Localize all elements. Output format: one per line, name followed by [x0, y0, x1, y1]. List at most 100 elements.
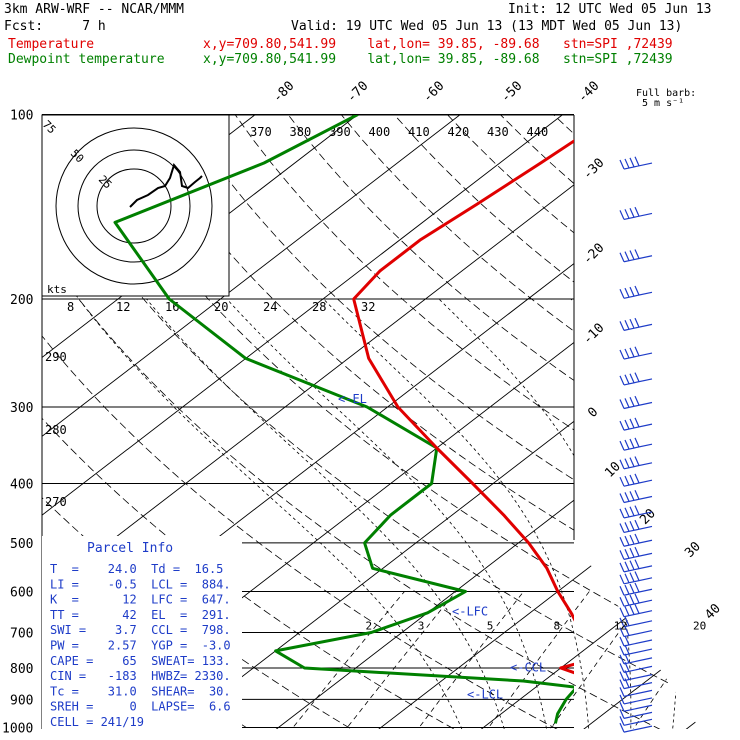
temperature-tick-label: -30	[580, 156, 607, 183]
wind-barb-flag	[634, 395, 640, 406]
mixing-ratio-line	[409, 591, 525, 729]
pressure-label: 400	[10, 478, 33, 493]
isotherm	[671, 115, 700, 729]
wind-barb-flag	[624, 320, 630, 330]
wind-barb-flag	[619, 702, 625, 712]
theta-label: 440	[527, 125, 549, 139]
wind-barb-flag	[619, 159, 625, 170]
theta-label: 380	[290, 125, 312, 139]
isotherm	[42, 115, 581, 729]
moist-adiabat	[226, 298, 549, 729]
isotherm	[363, 115, 700, 729]
dewpoint-profile-line	[113, 115, 574, 724]
temperature-tick-label: 30	[682, 539, 704, 561]
temperature-legend-label: Temperature	[8, 37, 95, 52]
wind-barb-flag	[619, 550, 625, 560]
wind-barb-flag	[634, 559, 640, 569]
wind-barb-flag	[629, 457, 635, 467]
wind-barb-flag	[619, 440, 625, 451]
temperature-tick-label: 0	[585, 405, 601, 421]
hodograph-x-label: 12	[116, 300, 130, 314]
mixing-ratio-label: 20	[693, 620, 706, 633]
lfc-annotation: <-LFC	[452, 605, 488, 619]
moist-adiabat	[570, 298, 680, 729]
wind-barb-flag	[624, 458, 630, 468]
wind-barb-flag	[629, 572, 635, 582]
mixing-ratio-line	[336, 591, 457, 729]
wind-barb-flag	[619, 694, 625, 705]
wind-barb-flag	[629, 506, 635, 516]
wind-barb-flag	[634, 519, 640, 530]
wind-barb-flag	[619, 289, 625, 299]
model-title: 3km ARW-WRF -- NCAR/MMM	[4, 2, 185, 17]
wind-barb-flag	[634, 505, 640, 515]
wind-barb-staff	[623, 689, 653, 697]
dewpoint-location-info: x,y=709.80,541.99 lat,lon= 39.85, -89.68…	[203, 52, 673, 67]
theta-left-label: 280	[45, 423, 67, 437]
parcel-info-panel: Parcel Info T = 24.0 Td = 16.5LI = -0.5 …	[42, 536, 242, 729]
mixing-ratio-line	[542, 591, 649, 729]
wind-barb-flag	[634, 417, 640, 428]
dewpoint-legend-label: Dewpoint temperature	[8, 52, 165, 67]
wind-barb-flag	[629, 583, 635, 594]
isotherm	[42, 115, 479, 729]
wind-barb-flag	[629, 286, 635, 297]
wind-barb-flag	[619, 636, 625, 647]
isotherm	[42, 115, 376, 729]
mixing-ratio-label: 8	[553, 620, 560, 633]
wind-barb-flag	[624, 653, 630, 664]
wind-barb-flag	[619, 716, 625, 726]
wind-barb-flag	[629, 438, 635, 449]
wind-barb-flag	[624, 662, 630, 672]
wind-barb-flag	[624, 158, 630, 169]
theta-label: 400	[369, 125, 391, 139]
wind-barb-flag	[619, 420, 625, 431]
wind-barb-flag	[619, 663, 625, 673]
wind-barb-flag	[634, 437, 640, 448]
temperature-tick-label: 20	[637, 506, 659, 528]
hodograph-units-label: kts	[47, 283, 67, 296]
dry-adiabat	[287, 115, 700, 729]
wind-barb-flag	[619, 210, 625, 220]
wind-barb-flag	[629, 605, 635, 615]
pressure-label: 600	[10, 585, 33, 600]
wind-barb-flag	[629, 397, 635, 407]
valid-time: Valid: 19 UTC Wed 05 Jun 13 (13 MDT Wed …	[291, 19, 683, 34]
wind-barb-flag	[619, 607, 625, 617]
dry-adiabat	[659, 115, 700, 729]
pressure-label: 900	[10, 693, 33, 708]
wind-barb-flag	[619, 321, 625, 331]
pressure-label: 200	[10, 293, 33, 308]
parcel-info-row: TT = 42 EL = 291.	[50, 608, 231, 622]
dry-adiabat	[42, 115, 683, 729]
wind-barb-flag	[624, 573, 630, 583]
parcel-info-row: CAPE = 65 SWEAT= 133.	[50, 654, 231, 668]
wind-barb-flag	[624, 606, 630, 616]
pressure-label: 300	[10, 401, 33, 416]
moist-adiabat	[703, 299, 740, 740]
forecast-hour: Fcst: 7 h	[4, 19, 106, 34]
wind-barb-flag	[634, 372, 640, 382]
temperature-tick-label: -40	[575, 79, 602, 106]
theta-label: 390	[329, 125, 351, 139]
wind-barb-flag	[629, 157, 635, 168]
wind-barb-flag	[624, 616, 630, 626]
wind-barb-flag	[619, 645, 625, 656]
wind-barb-flag	[624, 522, 630, 532]
wind-barb-flag	[624, 535, 630, 546]
mixing-ratio-label: 3	[418, 620, 425, 633]
pressure-label: 500	[10, 537, 33, 552]
wind-barb-flag	[629, 474, 635, 485]
wind-barb-flag	[619, 709, 625, 719]
wind-barb-flag	[619, 627, 625, 637]
isotherm	[158, 115, 700, 729]
wind-barb-flag	[629, 547, 635, 558]
wind-barb-flag	[619, 585, 625, 596]
dry-adiabat	[42, 115, 475, 729]
hodograph-x-label: 32	[361, 300, 375, 314]
parcel-info-row: K = 12 LFC = 647.	[50, 593, 231, 607]
wind-barb-flag	[634, 489, 640, 500]
hodograph-ring	[96, 168, 172, 244]
temperature-tick-label: -60	[420, 79, 447, 106]
theta-label: 430	[487, 125, 509, 139]
